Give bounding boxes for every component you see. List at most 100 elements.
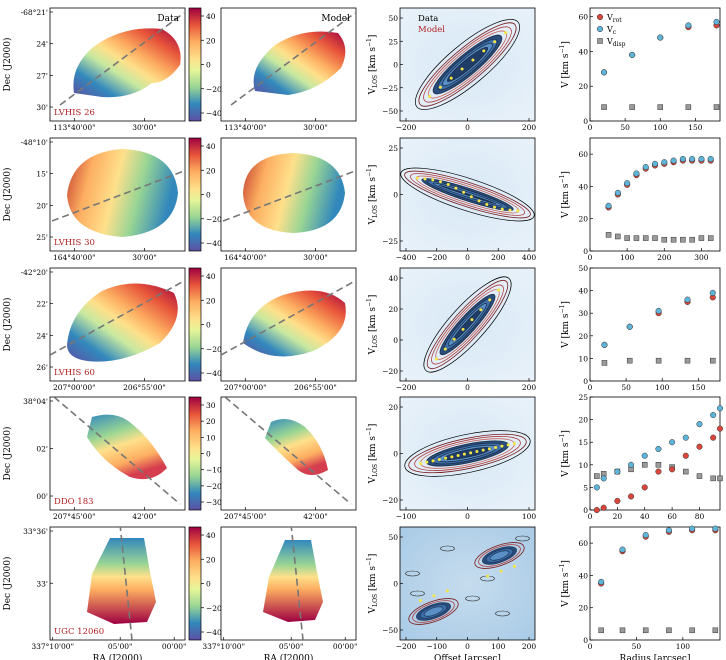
vdisp-point: [601, 104, 607, 110]
rc-frame: [589, 526, 721, 641]
pv-model-point: [446, 182, 450, 186]
rc-ytick-label: 10: [578, 461, 588, 470]
galaxy-name: LVHIS 30: [54, 238, 95, 248]
rc-ytick-label: 0: [583, 377, 588, 386]
vc-point: [598, 578, 605, 585]
pv-xtick-label: 0: [465, 383, 470, 392]
colorbar-tick-label: 20: [206, 296, 216, 305]
figure-rows: Data LVHIS 26 -68°21' 24' 27' 30' Dec (J2000) 1…: [2, 7, 724, 660]
pv-contour: [404, 170, 531, 219]
vdisp-point: [642, 235, 649, 241]
rc-ytick-label: 60: [578, 150, 588, 159]
vc-point: [651, 160, 659, 167]
pv-outer-contour: [400, 167, 535, 222]
pv-xtick-label: 0: [465, 253, 470, 262]
pv-xtick-label: 200: [491, 253, 506, 262]
rc-ytick-label: 0: [583, 117, 588, 126]
ra-axis-label: RA (J2000): [264, 653, 314, 660]
colorbar-tick-label: −40: [206, 628, 222, 637]
ra-tick-label: 05'00": [279, 642, 304, 651]
ra-tick-label: 206°55'00": [123, 383, 166, 392]
rc-ytick-label: 20: [578, 332, 588, 341]
galaxy-velocity-blob: [243, 290, 346, 357]
legend-marker: [597, 38, 603, 44]
rc-xtick-label: 80: [695, 512, 705, 521]
pv-model-point: [415, 176, 419, 180]
vdisp-point: [670, 236, 677, 243]
rc-xtick-label: 0: [588, 642, 593, 651]
dec-axis-label: Dec (J2000): [2, 427, 13, 481]
pv-ytick-label: −50: [382, 107, 398, 116]
dec-tick-label: 38°04': [23, 397, 48, 406]
vdisp-point: [683, 468, 689, 475]
legend-marker: [596, 25, 604, 33]
pv-contour: [412, 600, 455, 623]
dec-axis-label: Dec (J2000): [2, 168, 13, 222]
colorbar-tick-label: 40: [206, 12, 216, 21]
pv-xtick-label: 200: [522, 123, 537, 132]
pv-ytick-label: −50: [382, 626, 398, 635]
colorbar-tick-label: 20: [206, 36, 216, 45]
galaxy-row: LVHIS 30 -48°10' 15' 20' 25' Dec (J2000) 164°4…: [2, 137, 721, 262]
dec-tick-label: -48°10': [21, 138, 48, 147]
pv-contour: [408, 598, 459, 625]
pv-model-point: [444, 456, 448, 460]
galaxy-name: LVHIS 60: [54, 368, 95, 378]
vdisp-point: [657, 104, 664, 110]
rc-xtick-label: 40: [640, 512, 650, 521]
rc-ytick-label: 15: [578, 438, 588, 447]
velocity-field: [87, 527, 156, 640]
vc-point: [600, 475, 607, 482]
pv-contours: [405, 535, 530, 625]
vc-point: [689, 155, 696, 163]
velocity-field: [59, 12, 185, 106]
colorbar-tick-label: −40: [206, 109, 222, 118]
galaxy-name: UGC 12060: [54, 627, 104, 637]
rc-xtick-label: 20: [613, 512, 623, 521]
kinematic-major-axis: [59, 12, 185, 106]
vc-point: [628, 461, 635, 468]
rc-xtick-label: 0: [588, 123, 593, 132]
colorbar-tick-label: 0: [206, 61, 211, 70]
vdisp-point: [680, 236, 686, 243]
velocity-field: [51, 149, 185, 237]
rotation-curve: 0 20 40 60 80 0 5 10 15 20 25 V [km s−1]: [559, 393, 724, 521]
pv-model-point: [503, 31, 507, 35]
rc-ytick-label: 5: [583, 483, 588, 492]
vc-point: [619, 546, 626, 553]
vc-point: [689, 525, 696, 532]
pv-model-point: [488, 298, 492, 302]
colorbar-tick-label: 0: [206, 321, 211, 330]
pv-outer-contour: [404, 430, 531, 477]
colorbar-tick-label: −40: [206, 239, 222, 248]
vc-point: [713, 18, 720, 25]
vdisp-point: [666, 627, 672, 634]
colorbar-tick-label: −10: [206, 466, 222, 475]
pv-model-point: [485, 203, 489, 207]
pv-noise-contour: [465, 595, 480, 602]
rc-ytick-label: 50: [578, 264, 588, 273]
pv-xtick-label: −400: [396, 253, 417, 262]
rc-yaxis-label: V [km s−1]: [559, 430, 571, 478]
vc-point: [626, 323, 633, 330]
pv-model-point: [419, 599, 423, 603]
galaxy-velocity-blob: [87, 414, 167, 480]
pv-ytick-label: −20: [382, 367, 398, 376]
pv-ytick-label: 0: [393, 450, 398, 459]
legend-label: Vdisp: [606, 37, 626, 48]
pv-model-point: [479, 308, 483, 312]
pv-model-point: [461, 327, 465, 331]
galaxy-velocity-blob: [73, 28, 181, 98]
velocity-map-model: 337°10'00" 05'00" 00'00" RA (J2000): [202, 526, 358, 660]
rc-ytick-label: 20: [578, 416, 588, 425]
pv-contour: [438, 184, 497, 205]
pv-yaxis-label: VLOS [km s−1]: [366, 165, 379, 226]
vc-point: [709, 289, 716, 296]
vrot-point: [682, 452, 689, 459]
dec-tick-label: 26': [36, 363, 48, 372]
rc-ytick-label: 10: [578, 354, 588, 363]
pv-model-point: [454, 186, 458, 190]
kinematic-major-axis: [53, 397, 181, 505]
